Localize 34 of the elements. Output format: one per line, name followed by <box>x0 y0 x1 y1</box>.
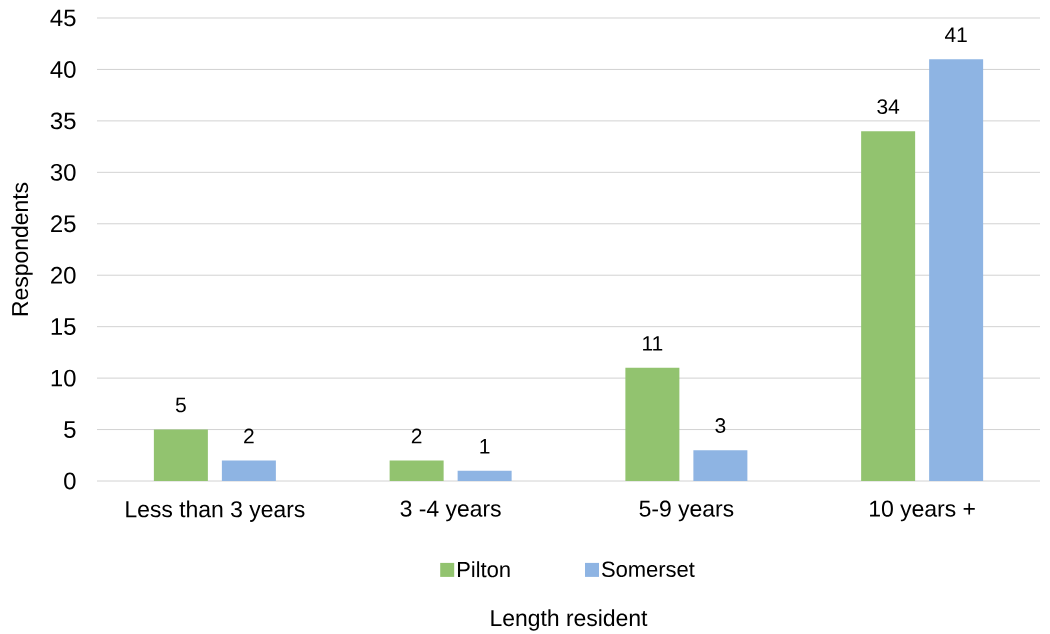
bar <box>861 131 916 481</box>
data-label: 2 <box>244 428 254 444</box>
y-tick-label: 10 <box>51 369 76 387</box>
data-label: 3 <box>715 418 726 433</box>
bar <box>693 450 748 481</box>
x-tick-label: 3 -4 years <box>400 500 501 522</box>
bar <box>929 59 984 481</box>
y-tick-label: 30 <box>50 163 76 181</box>
bar <box>389 460 444 481</box>
x-tick-label: Less than 3 years <box>126 500 305 522</box>
y-tick-label: 25 <box>51 215 76 233</box>
y-tick-label: 20 <box>51 266 76 284</box>
x-axis-title: Length resident <box>491 609 648 631</box>
legend-label: Pilton <box>458 561 510 578</box>
y-tick-label: 5 <box>64 421 76 438</box>
y-tick-label: 15 <box>51 318 76 336</box>
bar <box>457 470 512 481</box>
data-label: 11 <box>643 336 663 351</box>
data-label: 41 <box>944 27 967 42</box>
y-axis-title: Respondents <box>11 182 33 316</box>
x-tick-label: 10 years + <box>870 500 975 522</box>
bar <box>153 429 208 481</box>
legend-label: Somerset <box>602 561 695 578</box>
bar <box>221 460 276 481</box>
bar <box>625 367 680 481</box>
data-label: 2 <box>411 428 422 444</box>
y-tick-label: 35 <box>50 112 76 130</box>
data-label: 1 <box>480 439 490 454</box>
data-label: 34 <box>877 99 900 114</box>
data-label: 5 <box>175 397 186 413</box>
x-tick-label: 5-9 years <box>639 500 734 522</box>
y-tick-label: 0 <box>64 472 76 490</box>
y-tick-label: 45 <box>50 9 76 27</box>
y-tick-label: 40 <box>50 60 76 78</box>
